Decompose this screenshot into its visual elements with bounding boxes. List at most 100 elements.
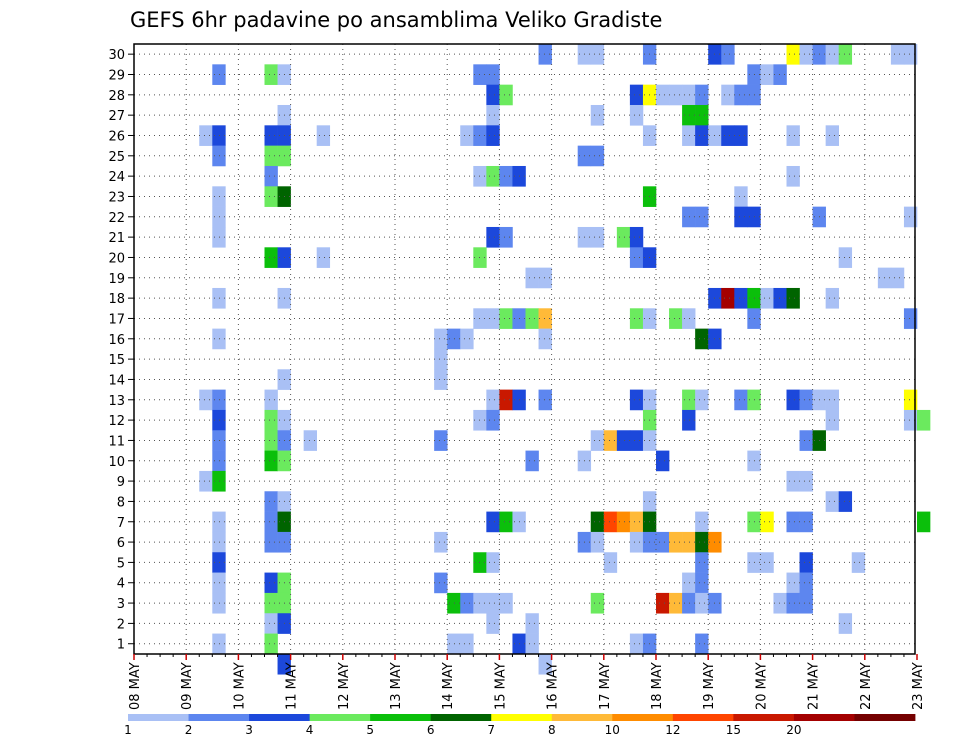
heatmap-cell — [460, 125, 474, 146]
y-tick-label: 23 — [108, 190, 125, 205]
y-tick-label: 26 — [108, 129, 125, 144]
heatmap-cell — [525, 633, 539, 655]
heatmap-cell — [486, 104, 500, 126]
heatmap-cell — [799, 430, 813, 451]
heatmap-cell — [799, 592, 813, 614]
heatmap-cell — [212, 226, 226, 248]
heatmap-cell — [499, 165, 513, 187]
heatmap-cell — [538, 653, 552, 675]
heatmap-cell — [538, 328, 552, 350]
heatmap-cell — [695, 633, 709, 655]
heatmap-cell — [486, 125, 500, 146]
x-tick-label: 16 MAY — [546, 662, 561, 710]
heatmap-cell — [264, 389, 278, 411]
heatmap-cell — [799, 470, 813, 492]
heatmap-cell — [212, 430, 226, 451]
x-tick-label: 15 MAY — [493, 662, 508, 710]
y-tick-label: 29 — [108, 69, 125, 84]
heatmap-cell — [277, 653, 291, 675]
heatmap-cell — [212, 572, 226, 594]
y-tick-label: 16 — [108, 333, 125, 348]
y-tick-label: 24 — [108, 170, 125, 185]
heatmap-cell — [656, 450, 670, 472]
x-tick-label: 21 MAY — [807, 662, 822, 710]
legend-swatch — [430, 714, 492, 721]
heatmap-cell — [212, 287, 226, 309]
heatmap-cell — [264, 531, 278, 553]
heatmap-cell — [434, 430, 448, 451]
heatmap-cell — [629, 531, 644, 553]
y-tick-label: 15 — [108, 353, 125, 368]
heatmap-cell — [786, 287, 800, 309]
heatmap-cell — [264, 247, 278, 268]
heatmap-cell — [903, 409, 918, 431]
heatmap-cell — [721, 287, 735, 309]
heatmap-cell — [264, 430, 278, 451]
heatmap-cell — [629, 104, 644, 126]
heatmap-cell — [212, 470, 226, 492]
x-tick-label: 17 MAY — [598, 662, 613, 710]
heatmap-cell — [734, 125, 748, 146]
legend-label: 2 — [185, 723, 193, 737]
legend-swatch — [491, 714, 553, 721]
y-tick-label: 9 — [117, 475, 125, 490]
y-tick-label: 14 — [108, 373, 125, 388]
heatmap-cell — [499, 84, 513, 106]
legend-swatch — [854, 714, 916, 721]
heatmap-cell — [486, 84, 500, 106]
x-tick-label: 12 MAY — [337, 662, 352, 710]
heatmap-cell — [629, 247, 644, 268]
y-tick-label: 4 — [117, 577, 125, 592]
y-tick-label: 8 — [117, 495, 125, 510]
heatmap-cell — [212, 409, 226, 431]
heatmap-cell — [838, 491, 853, 512]
heatmap-cell — [734, 84, 748, 106]
heatmap-cell — [629, 226, 644, 248]
colorbar-legend: 1 2 3 4 5 6 7 8 10 12 15 20 — [124, 714, 916, 737]
legend-swatch — [793, 714, 855, 721]
heatmap-cell — [695, 531, 709, 553]
heatmap-cell — [303, 430, 317, 451]
heatmap-cell — [212, 511, 226, 533]
heatmap-cell — [486, 165, 500, 187]
heatmap-cell — [629, 308, 644, 329]
legend-swatch — [128, 714, 189, 721]
heatmap-cell — [264, 125, 278, 146]
heatmap-cell — [264, 186, 278, 207]
x-tick-label: 09 MAY — [180, 662, 195, 710]
heatmap-cell — [760, 511, 774, 533]
heatmap-cell — [734, 206, 748, 228]
heatmap-cell — [486, 226, 500, 248]
heatmap-cell — [825, 491, 839, 512]
heatmap-cell — [264, 572, 278, 594]
heatmap-cell — [212, 186, 226, 207]
heatmap-cell — [603, 511, 618, 533]
y-tick-label: 22 — [108, 211, 125, 226]
heatmap-cell — [212, 552, 226, 573]
heatmap-cell — [682, 531, 696, 553]
heatmap-cell — [538, 267, 552, 289]
heatmap-cell — [695, 104, 709, 126]
legend-label: 20 — [786, 723, 801, 737]
heatmap-cell — [590, 531, 605, 553]
heatmap-cell — [590, 145, 605, 167]
heatmap-cell — [851, 552, 866, 573]
legend-swatch — [672, 714, 734, 721]
legend-label: 3 — [245, 723, 253, 737]
x-tick-label: 22 MAY — [859, 662, 874, 710]
heatmap-cell — [525, 308, 539, 329]
heatmap-cell — [212, 206, 226, 228]
y-tick-label: 18 — [108, 292, 125, 307]
chart-title: GEFS 6hr padavine po ansamblima Veliko G… — [130, 8, 662, 32]
heatmap-cell — [734, 287, 748, 309]
y-tick-label: 19 — [108, 272, 125, 287]
heatmap-cell — [903, 44, 918, 65]
y-tick-label: 25 — [108, 150, 125, 165]
heatmap-cell — [264, 511, 278, 533]
heatmap-cell — [629, 633, 644, 655]
heatmap-cell — [486, 592, 500, 614]
heatmap-cell — [616, 226, 631, 248]
heatmap-cell — [903, 206, 918, 228]
heatmap-cell — [590, 430, 605, 451]
